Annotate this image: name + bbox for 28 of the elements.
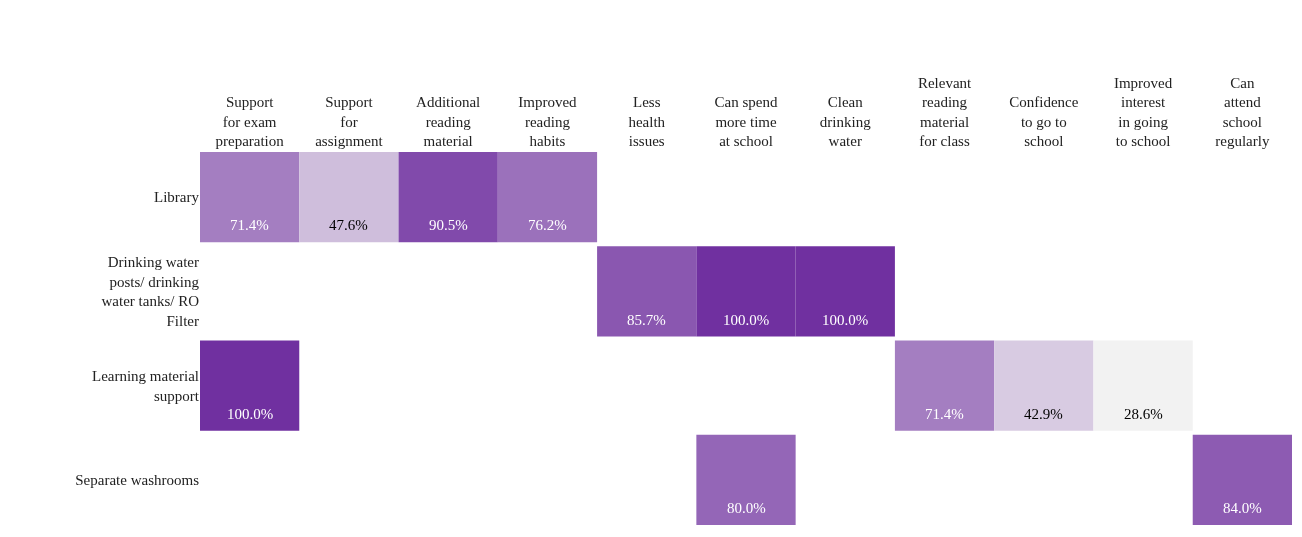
x-tick-label: Confidence to go to school [1009,94,1079,149]
data-label: 47.6% [329,217,368,233]
x-tick-label: Can spend more time at school [714,94,778,149]
y-tick-label: Learning material support [91,368,200,404]
x-tick-label: Clean drinking water [819,94,872,149]
data-label: 100.0% [723,312,770,328]
data-label: 71.4% [925,406,964,422]
x-tick-label: Relevant reading material for class [917,74,973,149]
y-tick-label: Drinking water posts/ drinking water tanks/ RO Filter [101,254,200,329]
y-tick-label: Separate washrooms [75,472,200,489]
data-label: 84.0% [1223,500,1262,516]
x-tick-label: Improved reading habits [518,94,578,149]
x-tick-label: Less health issues [628,94,666,149]
data-label: 90.5% [429,217,468,233]
data-label: 28.6% [1124,406,1163,422]
x-tick-label: Support for assignment [315,94,384,149]
x-tick-label: Support for exam preparation [215,94,285,149]
data-label: 80.0% [727,500,766,516]
data-label: 71.4% [230,217,269,233]
data-label: 42.9% [1024,406,1063,422]
data-label: 100.0% [822,312,869,328]
x-tick-label: Improved interest in going to school [1113,74,1173,149]
x-tick-label: Can attend school regularly [1215,74,1270,149]
data-label: 85.7% [627,312,666,328]
y-tick-label: Library [154,189,200,206]
data-label: 100.0% [227,406,274,422]
data-label: 76.2% [528,217,567,233]
x-tick-label: Additional reading material [416,94,481,149]
